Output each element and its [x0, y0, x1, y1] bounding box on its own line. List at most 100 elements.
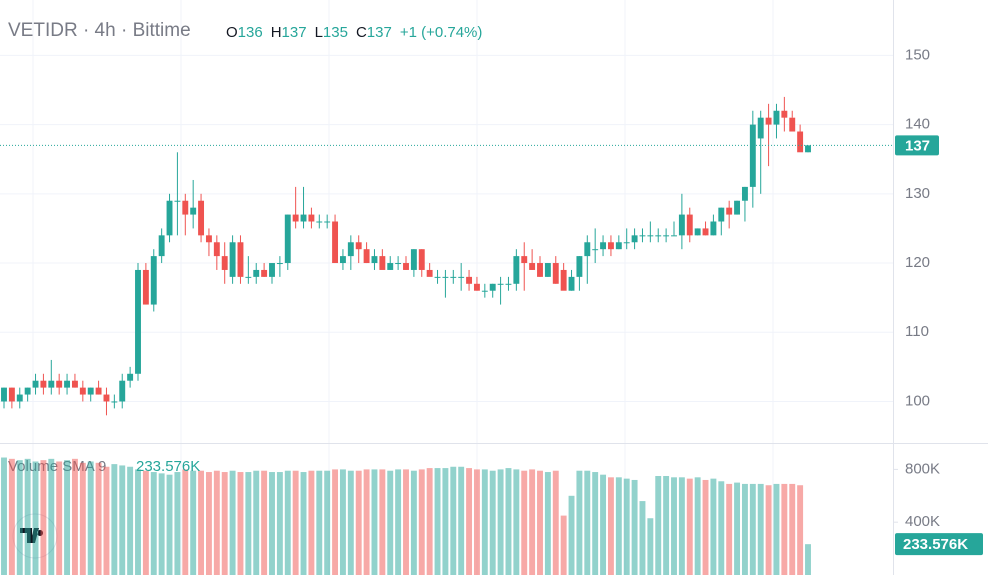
candle-body — [198, 200, 205, 236]
candle-body — [607, 242, 614, 250]
volume-bar — [631, 479, 638, 575]
volume-bar — [40, 460, 47, 575]
volume-bar — [544, 472, 551, 575]
candle-body — [87, 387, 94, 395]
volume-bar — [639, 501, 646, 575]
candle-body — [458, 276, 465, 278]
volume-bar — [166, 474, 173, 575]
candle-body — [79, 387, 86, 395]
candle-body — [324, 221, 331, 223]
volume-bar — [261, 470, 268, 575]
candle-body — [741, 186, 748, 201]
volume-bar — [537, 470, 543, 575]
volume-bar — [379, 469, 386, 575]
volume-bar — [513, 469, 520, 575]
volume-bar — [521, 470, 528, 575]
volume-bar — [150, 472, 157, 575]
volume-bar — [308, 470, 315, 575]
volume-bar — [347, 470, 354, 575]
volume-bar — [24, 458, 31, 575]
legend-value: 137 — [367, 24, 392, 41]
volume-tick-label: 800K — [905, 460, 940, 477]
candle-body — [765, 117, 772, 125]
candle-body — [671, 235, 677, 237]
candle-body — [174, 200, 181, 202]
volume-bar — [269, 472, 275, 575]
volume-bar — [8, 458, 15, 575]
candle-body — [481, 290, 488, 292]
volume-bar — [773, 483, 780, 575]
volume-label-box — [895, 533, 983, 556]
y-tick-label: 130 — [905, 185, 930, 202]
candle-body — [584, 242, 591, 257]
candle-body — [150, 256, 157, 305]
candle-body — [71, 380, 78, 388]
candle-body — [576, 256, 583, 277]
volume-bar — [95, 462, 102, 575]
candle-body — [64, 380, 71, 388]
candle-body — [678, 214, 685, 236]
volume-bar — [568, 495, 575, 575]
candle-body — [347, 242, 354, 257]
volume-bar — [1, 457, 7, 575]
candle-body — [32, 380, 39, 388]
volume-bar — [434, 468, 441, 575]
price-label-box — [895, 135, 939, 156]
volume-bar — [300, 472, 307, 575]
candle-body — [426, 269, 433, 277]
candle-body — [489, 283, 496, 291]
candle-body — [16, 394, 23, 402]
candle-body — [537, 263, 543, 277]
price-label: 137 — [905, 137, 930, 154]
candle-body — [135, 269, 141, 374]
volume-bar — [237, 472, 244, 575]
volume-bar — [600, 474, 607, 575]
volume-bar — [127, 466, 134, 575]
volume-bar — [387, 470, 394, 575]
volume-bar — [16, 460, 23, 575]
candle-body — [718, 207, 725, 222]
candle-body — [213, 242, 220, 257]
candle-body — [269, 263, 275, 277]
candle-body — [182, 200, 189, 215]
candle-body — [505, 283, 512, 285]
volume-bar — [552, 470, 559, 575]
volume-bar — [663, 476, 670, 575]
candle-body — [552, 263, 559, 284]
volume-bar — [466, 468, 473, 575]
candle-body — [655, 235, 662, 237]
volume-bar — [395, 469, 402, 575]
volume-bar — [198, 470, 205, 575]
volume-bar — [741, 483, 748, 575]
candle-body — [592, 249, 599, 251]
candle-body — [647, 235, 654, 237]
legend-value: 135 — [323, 24, 348, 41]
volume-bar — [48, 458, 55, 575]
candle-body — [639, 235, 646, 237]
volume-bar — [135, 469, 141, 575]
volume-bar — [726, 483, 733, 575]
candle-body — [497, 283, 504, 285]
candle-body — [8, 387, 15, 402]
volume-value: 233.576K — [136, 458, 200, 475]
symbol-title: VETIDR · 4h · Bittime — [8, 20, 191, 41]
volume-bar — [749, 483, 756, 575]
candle-body — [434, 276, 441, 278]
candle-body — [702, 228, 709, 236]
volume-bar — [686, 478, 693, 575]
legend-value: 136 — [238, 24, 263, 41]
candle-body — [789, 117, 796, 132]
candle-body — [387, 263, 394, 270]
candle-body — [292, 214, 299, 222]
candle-body — [40, 380, 47, 388]
volume-bar — [426, 468, 433, 575]
candle-body — [418, 249, 425, 270]
volume-bar — [655, 476, 662, 575]
volume-bar — [64, 460, 71, 575]
candle-body — [734, 200, 741, 215]
candle-body — [142, 269, 149, 305]
candle-body — [308, 214, 315, 222]
candle-body — [221, 256, 228, 270]
volume-bar — [473, 469, 480, 575]
